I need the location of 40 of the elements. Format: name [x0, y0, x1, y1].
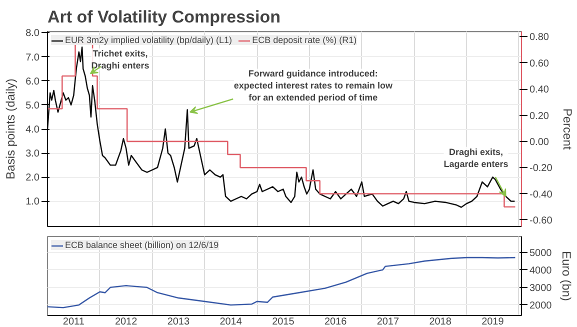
- y2-tick-label: 0.60: [530, 58, 550, 70]
- chart-title: Art of Volatility Compression: [48, 8, 280, 26]
- y-tick-label: 5.0: [26, 100, 40, 112]
- y2-tick-label: -0.20: [530, 163, 553, 174]
- x-tick-label: 2017: [376, 316, 400, 327]
- y-tick-label: 4000: [530, 265, 552, 276]
- y-tick-label: 7.0: [26, 52, 40, 64]
- y-tick-label: 8.0: [26, 28, 40, 40]
- y-tick-label: 3000: [530, 282, 552, 294]
- x-tick-label: 2016: [324, 316, 348, 327]
- y2-tick-label: 0.80: [530, 32, 550, 44]
- y2-tick-label: -0.60: [530, 215, 553, 226]
- y2-tick-label: 0.40: [530, 84, 550, 96]
- y-tick-label: 2000: [530, 300, 552, 312]
- y-tick-label: 5000: [530, 248, 552, 259]
- legend-label: ECB balance sheet (billion) on 12/6/19: [65, 240, 219, 250]
- x-tick-label: 2012: [114, 316, 138, 327]
- y-tick-label: 6.0: [26, 76, 40, 88]
- legend-label: EUR 3m2y implied volatility (bp/daily) (L1): [65, 35, 232, 45]
- y-tick-label: 1.0: [26, 196, 40, 208]
- x-tick-label: 2014: [220, 316, 242, 327]
- annotation: Draghi exits, Lagarde enters: [444, 146, 508, 169]
- y2-tick-label: 0.20: [530, 110, 550, 122]
- annotation: Trichet exits, Draghi enters: [91, 48, 150, 70]
- y-axis-title: Euro (bn): [560, 250, 574, 302]
- legend-label: ECB deposit rate (%) (R1): [252, 35, 357, 45]
- y-axis-title: Basis points (daily): [4, 78, 18, 180]
- x-tick-label: 2013: [167, 316, 190, 327]
- x-tick-label: 2015: [272, 316, 295, 327]
- y2-axis-title: Percent: [560, 108, 574, 150]
- x-tick-label: 2011: [62, 316, 85, 327]
- y2-tick-label: 0.00: [530, 136, 550, 148]
- line-series: [48, 256, 516, 308]
- x-tick-label: 2018: [429, 316, 452, 327]
- annotation: Forward guidance introduced: expected interest rates to remain low for an extended period of time: [234, 68, 394, 103]
- x-tick-label: 2019: [482, 316, 504, 327]
- y-tick-label: 4.0: [26, 124, 40, 136]
- y2-tick-label: -0.40: [530, 189, 553, 200]
- y-tick-label: 2.0: [26, 172, 40, 184]
- y-tick-label: 3.0: [26, 148, 40, 160]
